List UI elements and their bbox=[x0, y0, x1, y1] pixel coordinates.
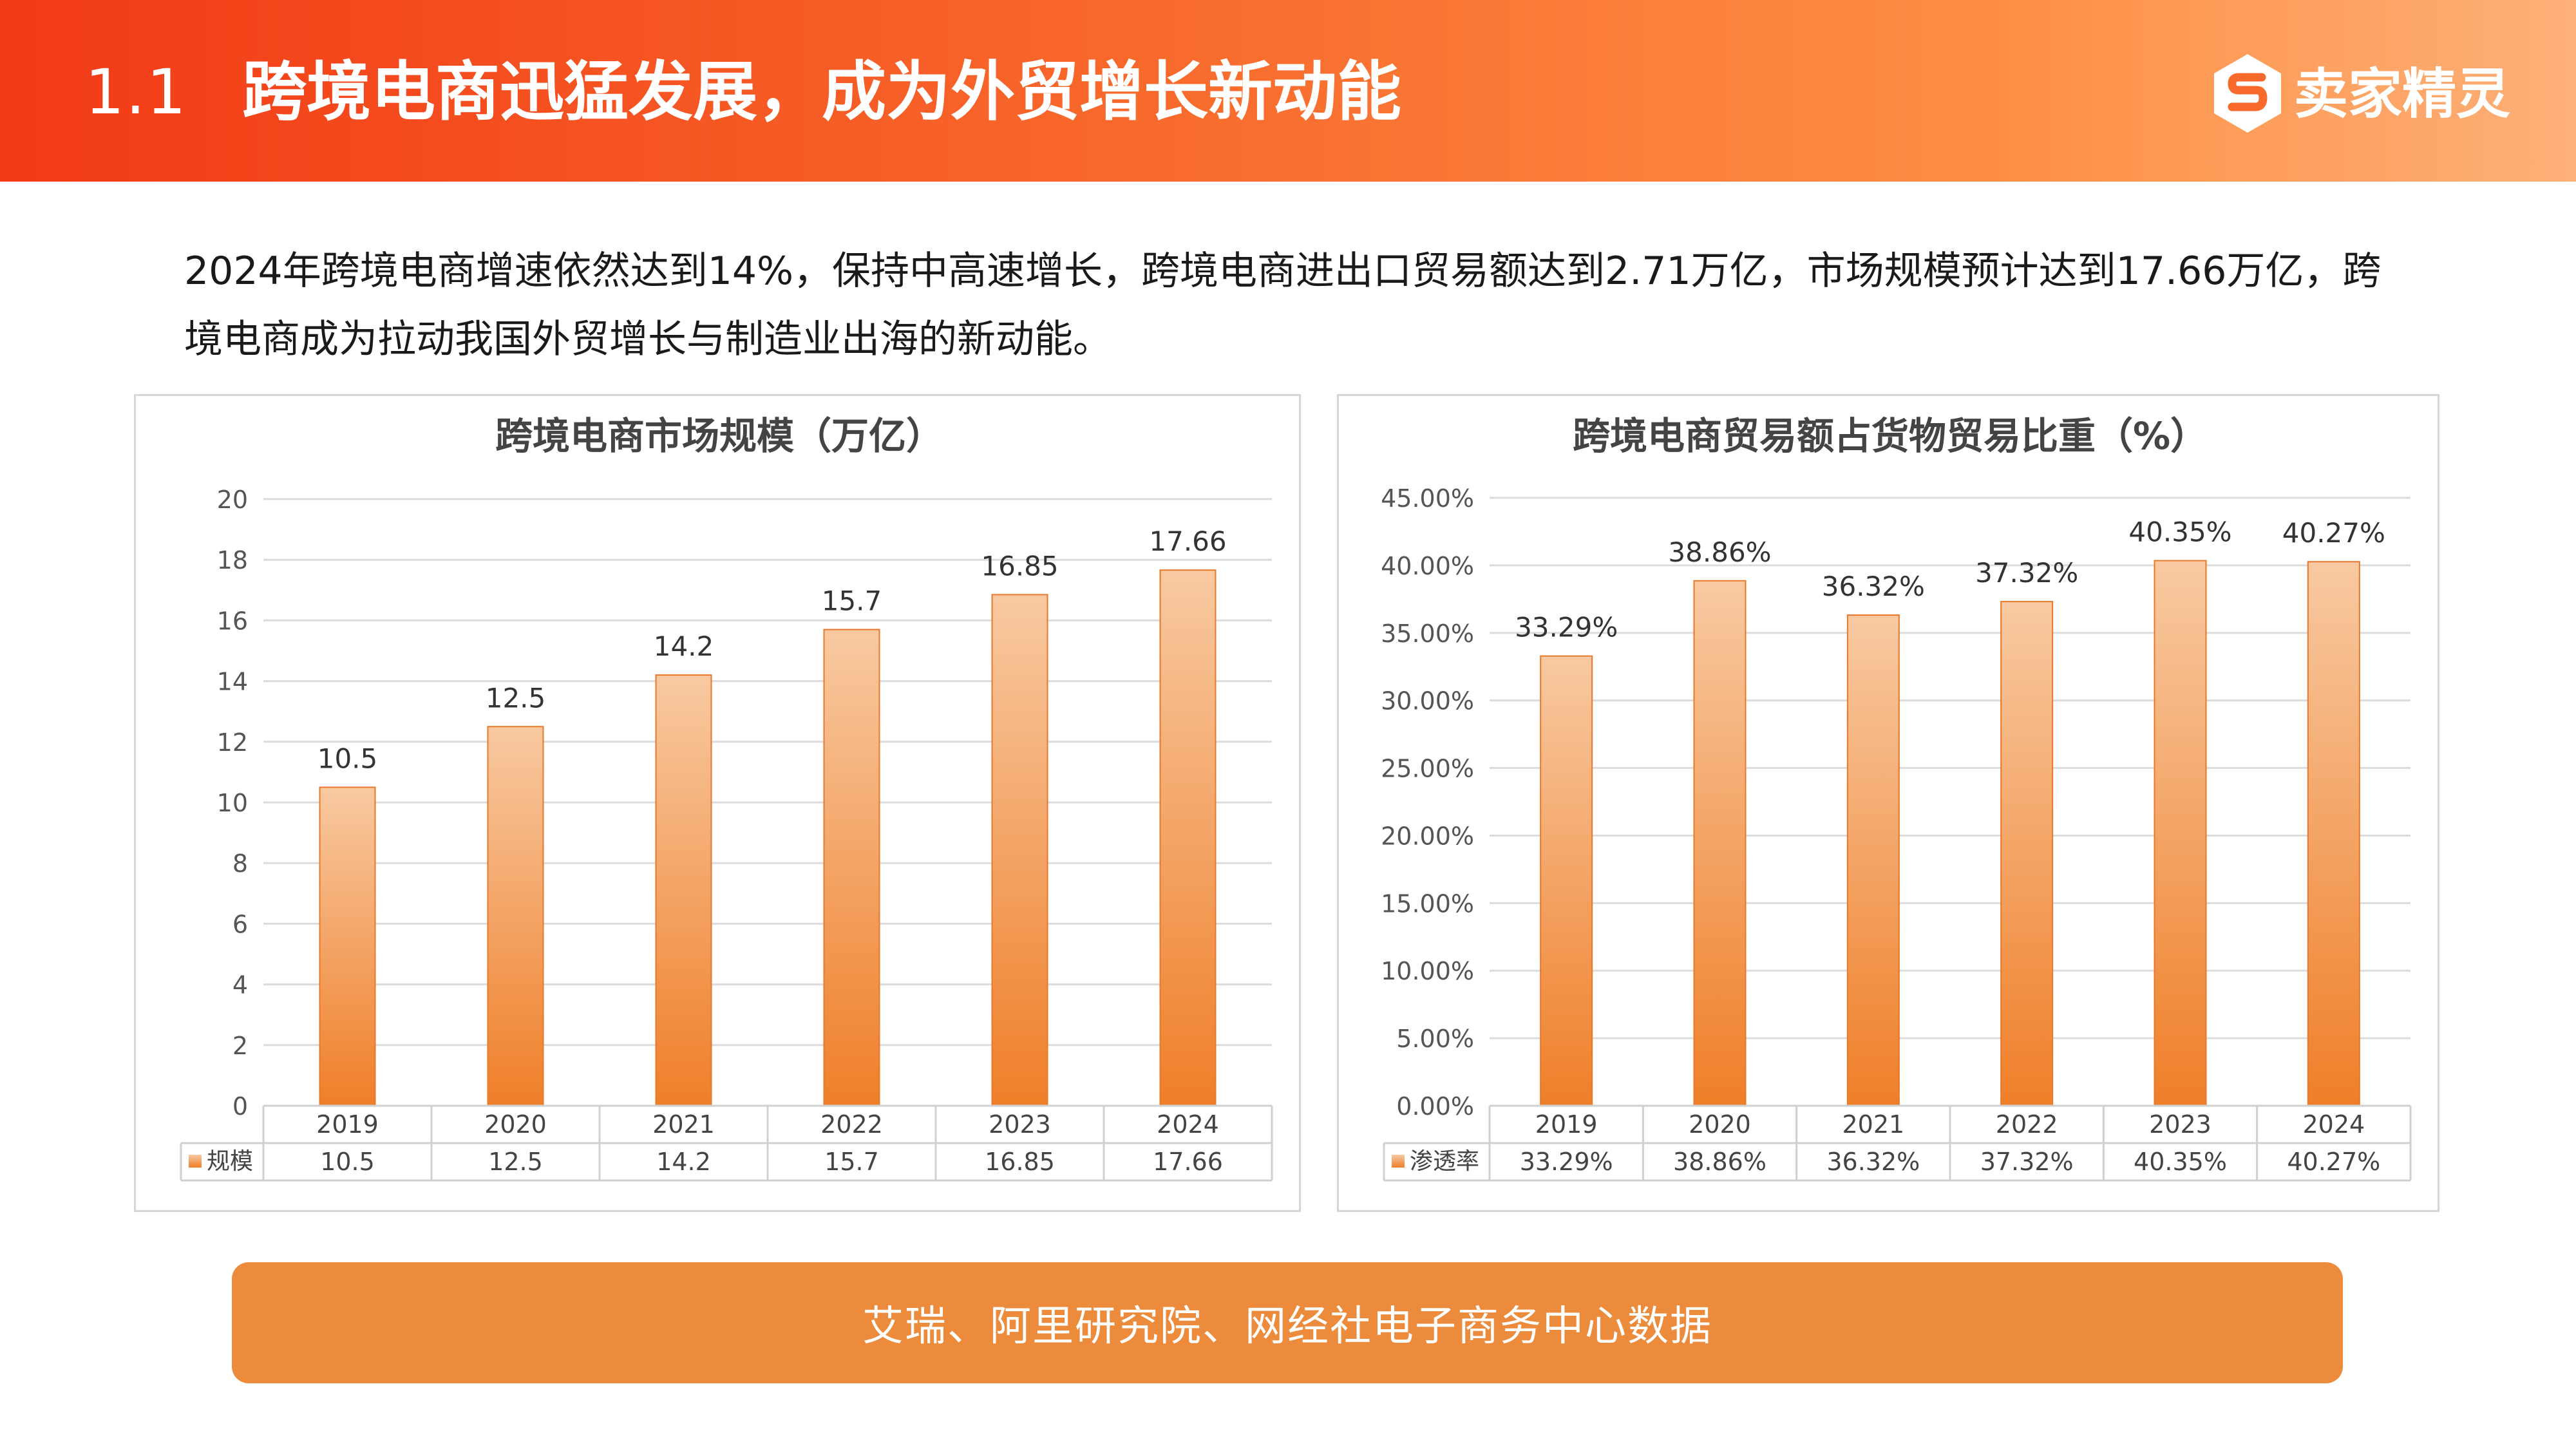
y-tick-label: 10.00% bbox=[1381, 957, 1474, 985]
y-tick-label: 25.00% bbox=[1381, 755, 1474, 783]
data-label: 15.7 bbox=[822, 585, 882, 617]
data-label: 36.32% bbox=[1822, 571, 1925, 602]
page-title: 跨境电商迅猛发展，成为外贸增长新动能 bbox=[242, 54, 1401, 129]
intro-paragraph: 2024年跨境电商增速依然达到14%，保持中高速增长，跨境电商进出口贸易额达到2… bbox=[184, 249, 2382, 362]
x-tick-label: 2022 bbox=[1996, 1110, 2058, 1139]
header-banner: 1.1 跨境电商迅猛发展，成为外贸增长新动能 卖家精灵 bbox=[0, 0, 2576, 182]
table-value: 15.7 bbox=[824, 1148, 879, 1176]
y-tick-label: 30.00% bbox=[1381, 687, 1474, 715]
bar-2019 bbox=[1540, 655, 1593, 1106]
bar-2024 bbox=[2307, 561, 2360, 1106]
x-tick-label: 2020 bbox=[484, 1110, 547, 1139]
data-label: 16.85 bbox=[981, 550, 1058, 582]
data-label: 37.32% bbox=[1975, 557, 2078, 589]
x-tick-label: 2022 bbox=[820, 1110, 883, 1139]
chart-title: 跨境电商贸易额占货物贸易比重（%） bbox=[1573, 414, 2208, 458]
bar-2024 bbox=[1159, 569, 1217, 1106]
data-label: 38.86% bbox=[1668, 536, 1771, 568]
bar-2023 bbox=[991, 594, 1048, 1106]
market-size-chart: 跨境电商市场规模（万亿） 0 2 4 6 8 10 12 14 16 18 20 10.5 12.5 14.… bbox=[134, 394, 1301, 1212]
data-label: 40.35% bbox=[2128, 516, 2231, 548]
x-tick-label: 2019 bbox=[1535, 1110, 1598, 1139]
y-tick-label: 18 bbox=[217, 546, 248, 574]
table-value: 36.32% bbox=[1826, 1148, 1920, 1176]
data-label: 17.66 bbox=[1149, 526, 1226, 557]
brand-logo: 卖家精灵 bbox=[2209, 52, 2544, 135]
table-value: 12.5 bbox=[488, 1148, 543, 1176]
data-label: 33.29% bbox=[1515, 612, 1618, 643]
data-label: 14.2 bbox=[654, 630, 714, 662]
data-label: 10.5 bbox=[317, 743, 378, 774]
x-tick-label: 2023 bbox=[989, 1110, 1051, 1139]
table-value: 33.29% bbox=[1520, 1148, 1613, 1176]
y-tick-label: 35.00% bbox=[1381, 620, 1474, 648]
y-tick-label: 6 bbox=[232, 910, 248, 938]
y-tick-label: 20.00% bbox=[1381, 822, 1474, 850]
y-tick-label: 20 bbox=[217, 486, 248, 514]
bar-2020 bbox=[487, 726, 544, 1106]
x-tick-label: 2021 bbox=[652, 1110, 715, 1139]
y-tick-label: 14 bbox=[217, 668, 248, 696]
x-tick-label: 2020 bbox=[1689, 1110, 1751, 1139]
legend-label: 规模 bbox=[207, 1148, 253, 1175]
y-tick-label: 45.00% bbox=[1381, 484, 1474, 513]
chart-title: 跨境电商市场规模（万亿） bbox=[495, 414, 943, 458]
table-value: 10.5 bbox=[320, 1148, 375, 1176]
data-label: 40.27% bbox=[2282, 517, 2385, 549]
bar-2019 bbox=[319, 786, 376, 1106]
legend-swatch bbox=[1392, 1155, 1405, 1168]
brand-name: 卖家精灵 bbox=[2294, 62, 2511, 126]
bar-2023 bbox=[2154, 560, 2207, 1106]
table-value: 40.27% bbox=[2287, 1148, 2380, 1176]
table-value: 40.35% bbox=[2134, 1148, 2227, 1176]
y-tick-label: 5.00% bbox=[1396, 1025, 1474, 1053]
y-tick-label: 16 bbox=[217, 607, 248, 635]
s-logo-icon bbox=[2214, 54, 2281, 133]
market-size-chart-svg: 跨境电商市场规模（万亿） 0 2 4 6 8 10 12 14 16 18 20 10.5 12.5 14.… bbox=[180, 414, 1273, 1182]
y-tick-label: 15.00% bbox=[1381, 889, 1474, 918]
trade-share-chart: 跨境电商贸易额占货物贸易比重（%） 0.00% 5.00% 10.00% 15.00% 2… bbox=[1337, 394, 2439, 1212]
bar-2021 bbox=[1846, 614, 1900, 1106]
trade-share-chart-svg: 跨境电商贸易额占货物贸易比重（%） 0.00% 5.00% 10.00% 15.00% 2… bbox=[1381, 414, 2412, 1182]
y-tick-label: 4 bbox=[232, 971, 248, 999]
y-tick-label: 0.00% bbox=[1396, 1092, 1474, 1121]
data-label: 12.5 bbox=[486, 682, 546, 714]
y-tick-label: 10 bbox=[217, 789, 248, 817]
table-value: 17.66 bbox=[1153, 1148, 1223, 1176]
y-tick-label: 12 bbox=[217, 728, 248, 757]
source-text: 艾瑞、阿里研究院、网经社电子商务中心数据 bbox=[862, 1303, 1712, 1350]
y-tick-label: 2 bbox=[232, 1032, 248, 1060]
bar-2020 bbox=[1693, 580, 1747, 1107]
table-value: 16.85 bbox=[985, 1148, 1055, 1176]
x-tick-label: 2024 bbox=[1157, 1110, 1219, 1139]
table-value: 37.32% bbox=[1980, 1148, 2074, 1176]
source-banner: 艾瑞、阿里研究院、网经社电子商务中心数据 bbox=[232, 1262, 2343, 1383]
table-value: 14.2 bbox=[656, 1148, 711, 1176]
x-tick-label: 2021 bbox=[1842, 1110, 1904, 1139]
x-tick-label: 2019 bbox=[316, 1110, 379, 1139]
table-value: 38.86% bbox=[1673, 1148, 1766, 1176]
x-tick-label: 2024 bbox=[2302, 1110, 2365, 1139]
legend-swatch bbox=[189, 1155, 202, 1168]
y-tick-label: 40.00% bbox=[1381, 552, 1474, 580]
legend-label: 渗透率 bbox=[1410, 1148, 1479, 1175]
bar-2021 bbox=[655, 674, 712, 1106]
bar-2022 bbox=[2000, 601, 2054, 1107]
bar-2022 bbox=[823, 629, 880, 1106]
y-tick-label: 8 bbox=[232, 849, 248, 878]
y-tick-label: 0 bbox=[232, 1092, 248, 1121]
section-number: 1.1 bbox=[85, 56, 187, 128]
x-tick-label: 2023 bbox=[2149, 1110, 2211, 1139]
